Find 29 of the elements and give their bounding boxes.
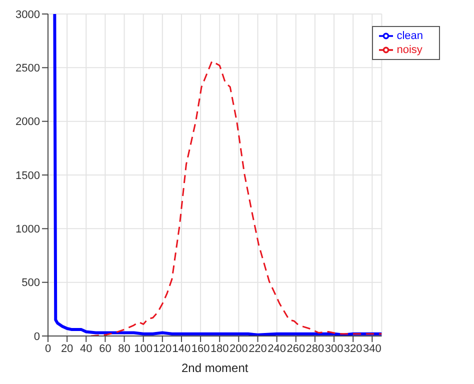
x-tick-label: 260 <box>286 342 306 355</box>
x-tick-label: 320 <box>344 342 362 355</box>
x-tick-label: 220 <box>248 342 267 355</box>
x-tick-label: 20 <box>60 342 74 355</box>
y-tick-label: 1500 <box>16 170 40 182</box>
y-tick-label: 0 <box>34 330 40 343</box>
x-tick-label: 280 <box>306 342 324 355</box>
y-tick-label: 2500 <box>16 62 40 75</box>
y-tick-label: 3000 <box>16 8 40 21</box>
line-series <box>90 60 382 336</box>
y-tick-label: 1000 <box>16 224 40 236</box>
y-tick-label: 2000 <box>16 116 40 128</box>
x-tick-label: 40 <box>80 342 92 355</box>
x-tick-label: 60 <box>99 342 112 355</box>
x-tick-label: 180 <box>210 342 229 355</box>
x-tick-label: 300 <box>324 342 344 355</box>
x-tick-label: 0 <box>44 342 52 355</box>
x-tick-label: 80 <box>118 342 130 355</box>
legend-label: clean <box>396 30 423 42</box>
x-tick-label: 140 <box>172 342 191 355</box>
x-tick-label: 340 <box>362 342 382 355</box>
legend-label: noisy <box>396 44 422 56</box>
x-tick-label: 200 <box>230 342 248 355</box>
x-tick-label: 120 <box>153 342 172 355</box>
y-tick-label: 500 <box>22 277 40 290</box>
x-tick-label: 160 <box>191 342 210 355</box>
x-axis-title: 2nd moment <box>182 361 249 375</box>
x-tick-label: 240 <box>268 342 286 355</box>
x-tick-label: 100 <box>134 342 153 355</box>
